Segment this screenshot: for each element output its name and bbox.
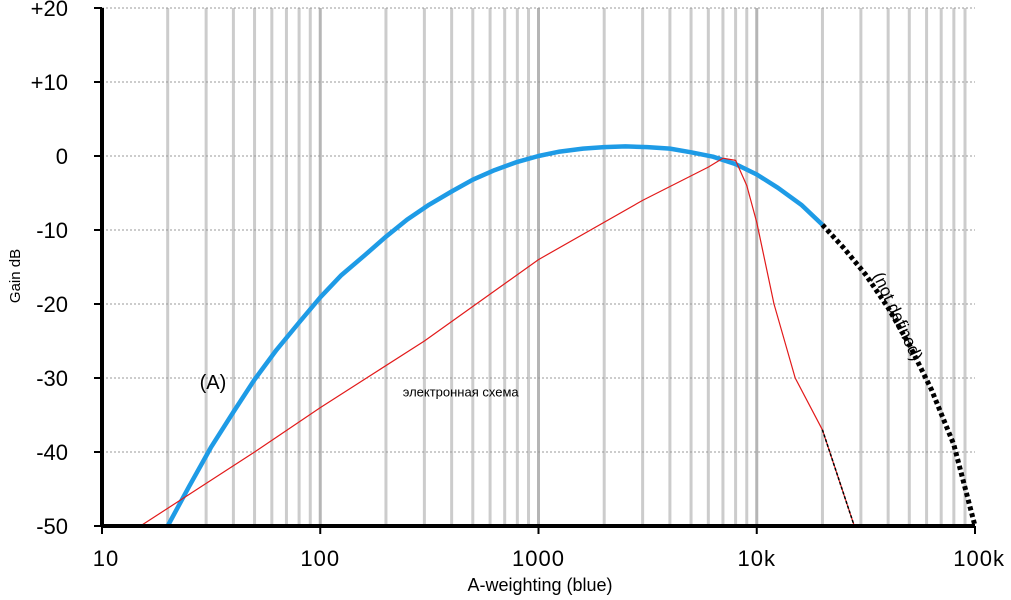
- y-tick-label: 0: [56, 144, 68, 169]
- y-tick-label: -30: [36, 366, 68, 391]
- y-tick-label: -40: [36, 440, 68, 465]
- axes: +20 +10 0 -10 -20 -30 -40 -50 10 100 1000 10k 100k: [31, 0, 1005, 571]
- x-tick-label: 100: [300, 546, 340, 571]
- y-tick-label: -10: [36, 218, 68, 243]
- x-tick-label: 100k: [953, 546, 1005, 571]
- series-a_weighting: [165, 144, 824, 528]
- y-tick-label: -20: [36, 292, 68, 317]
- series-circuit_extension: [821, 429, 856, 527]
- y-tick-label: -50: [36, 514, 68, 539]
- y-tick-label: +10: [31, 70, 68, 95]
- annotation-label: (A): [200, 372, 227, 394]
- y-axis-label: Gain dB: [7, 249, 24, 303]
- y-tick-label: +20: [31, 0, 68, 21]
- x-axis-label: A-weighting (blue): [467, 575, 612, 595]
- grid: [102, 7, 975, 526]
- x-tick-label: 10k: [738, 546, 776, 571]
- series-circuit: [140, 157, 855, 527]
- annotation-label: электронная схема: [403, 385, 520, 400]
- x-tick-label: 10: [93, 546, 119, 571]
- x-tick-label: 1000: [512, 546, 565, 571]
- series-layer: [140, 144, 978, 528]
- series-a_weighting_undefined: [820, 223, 978, 527]
